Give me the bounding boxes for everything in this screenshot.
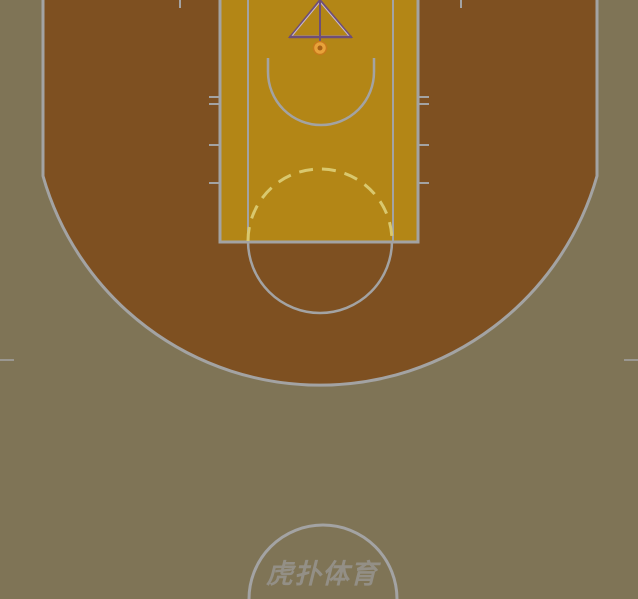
backboard-support-icon bbox=[287, 0, 354, 44]
hoop-icon bbox=[312, 40, 328, 56]
lane-hash-marks-right bbox=[418, 96, 429, 184]
watermark-text: 虎扑体育 bbox=[266, 559, 382, 590]
lane-hash-marks-left bbox=[209, 96, 220, 184]
free-throw-circle-top-dashed bbox=[246, 167, 394, 242]
three-point-line bbox=[41, 0, 599, 387]
restricted-area-arc bbox=[266, 58, 376, 127]
free-throw-circle-bottom bbox=[246, 240, 394, 315]
center-circle bbox=[247, 523, 399, 599]
